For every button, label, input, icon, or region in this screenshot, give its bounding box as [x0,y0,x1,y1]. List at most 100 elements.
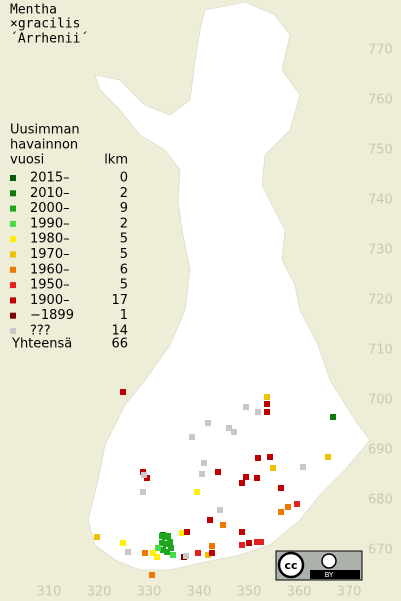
legend-heading: vuosi [10,153,44,168]
legend-label: 1980– [30,232,70,247]
observation-square [142,550,148,556]
legend-count: 5 [120,278,128,293]
total-label: Yhteensä [11,337,72,352]
legend-count: 5 [120,232,128,247]
legend-label: 2010– [30,186,70,201]
observation-square [120,389,126,395]
observation-square [243,404,249,410]
cc-text: cc [284,559,297,572]
observation-square [255,409,261,415]
observation-square [209,543,215,549]
x-tick-label: 360 [287,585,312,600]
legend-count: 0 [120,171,128,186]
legend-label: 1990– [30,216,70,231]
observation-square [300,464,306,470]
x-tick-label: 320 [87,585,112,600]
observation-square [239,480,245,486]
legend-count: 1 [120,308,128,323]
y-tick-label: 740 [368,193,393,208]
cc-circle [277,551,305,579]
observation-square [254,539,260,545]
legend-count: 2 [120,216,128,231]
cc-badge: cc BY [275,550,363,581]
observation-square [168,545,174,551]
legend-swatch [10,190,16,197]
observation-square [246,540,252,546]
observation-square [278,509,284,515]
observation-square [183,553,189,559]
observation-square [205,420,211,426]
observation-square [264,401,270,407]
title-line: ×gracilis [10,17,80,32]
legend-swatch [10,312,16,319]
legend-label: 1970– [30,247,70,262]
observation-square [330,414,336,420]
title-line: Mentha [10,3,57,18]
total-count: 66 [111,337,128,352]
observation-square [264,394,270,400]
y-tick-label: 750 [368,143,393,158]
observation-square [165,533,171,539]
legend-label: ??? [30,324,51,339]
observation-square [194,489,200,495]
observation-square [254,475,260,481]
y-tick-label: 690 [368,443,393,458]
observation-square [159,540,165,546]
observation-square [189,434,195,440]
legend-label: 1900– [30,293,70,308]
observation-square [120,540,126,546]
observation-square [215,469,221,475]
legend: 2015– 0 2010– 2 2000– 9 1990– 2 1980– 5 1970– 5 1960… [10,171,128,339]
y-tick-label: 680 [368,493,393,508]
observation-square [184,529,190,535]
axes: 310 320 330 340 350 360 3706706806907007107207… [37,43,393,600]
legend-swatch [10,266,16,273]
x-tick-label: 310 [37,585,62,600]
observation-square [285,504,291,510]
legend-count: 14 [111,324,128,339]
badge-strip [310,570,360,579]
legend-count-heading: lkm [104,153,128,168]
legend-swatch [10,282,16,289]
legend-label: 2000– [30,201,70,216]
legend-count: 9 [120,201,128,216]
observation-square [220,522,226,528]
observation-square [149,572,155,578]
legend-swatch [10,297,16,304]
observation-square [239,542,245,548]
y-tick-label: 700 [368,393,393,408]
observation-square [267,454,273,460]
observation-square [226,425,232,431]
x-tick-label: 330 [137,585,162,600]
observation-square [207,517,213,523]
legend-swatch [10,175,16,181]
observation-square [325,454,331,460]
finland-outline [87,1,371,571]
observation-square [201,460,207,466]
x-tick-label: 350 [237,585,262,600]
x-tick-label: 370 [337,585,362,600]
legend-label: 1950– [30,278,70,293]
legend-heading: Uusimman [10,123,80,138]
y-tick-label: 770 [368,43,393,58]
observation-square [154,554,160,560]
legend-swatch [10,251,16,258]
legend-label: −1899 [30,308,74,323]
observation-square [141,472,147,478]
observation-square [170,552,176,558]
observation-square [294,501,300,507]
observation-square [205,552,211,558]
observation-square [258,539,264,545]
legend-count: 6 [120,262,128,277]
observation-square [164,549,170,555]
points [94,389,336,578]
legend-count: 17 [111,293,128,308]
observation-square [231,429,237,435]
by-text: BY [325,571,334,579]
observation-square [150,550,156,556]
legend-swatch [10,328,16,334]
legend-count: 2 [120,186,128,201]
observation-square [239,529,245,535]
